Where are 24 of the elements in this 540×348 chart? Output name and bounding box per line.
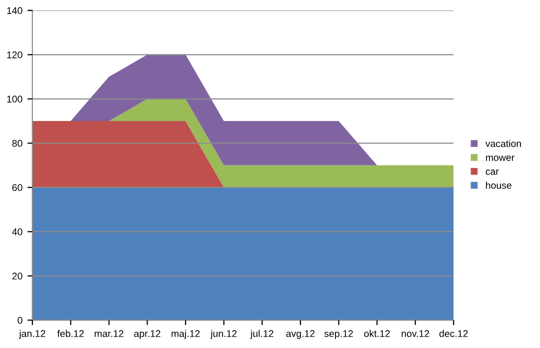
x-tick-label: okt.12 bbox=[364, 330, 390, 338]
x-tick-label: maj.12 bbox=[172, 330, 200, 339]
x-tick-label: nov.12 bbox=[402, 330, 430, 338]
x-tick-label: apr.12 bbox=[134, 330, 160, 339]
x-tick-label: sep.12 bbox=[324, 330, 353, 339]
x-tick-label: feb.12 bbox=[57, 330, 84, 338]
y-tick-label: 40 bbox=[12, 228, 22, 236]
x-tick-label: avg.12 bbox=[286, 330, 315, 339]
y-tick-label: 140 bbox=[7, 7, 22, 14]
y-tick-label: 120 bbox=[7, 51, 22, 58]
x-tick-label: mar.12 bbox=[94, 330, 124, 338]
y-tick-label: 60 bbox=[12, 184, 22, 192]
y-tick-label: 20 bbox=[12, 272, 22, 280]
x-tick-label: jan.12 bbox=[18, 330, 46, 339]
x-tick-label: jul.12 bbox=[250, 330, 274, 339]
x-tick-label: jun.12 bbox=[210, 330, 237, 339]
y-tick-label: 80 bbox=[12, 140, 22, 147]
legend-label: vacation bbox=[485, 140, 521, 148]
legend-label: mower bbox=[486, 156, 514, 161]
legend-label: car bbox=[486, 170, 499, 175]
legend-label: house bbox=[486, 182, 512, 189]
y-tick-label: 100 bbox=[7, 96, 22, 103]
x-tick-label: dec.12 bbox=[439, 330, 468, 338]
y-tick-label: 0 bbox=[18, 316, 22, 324]
